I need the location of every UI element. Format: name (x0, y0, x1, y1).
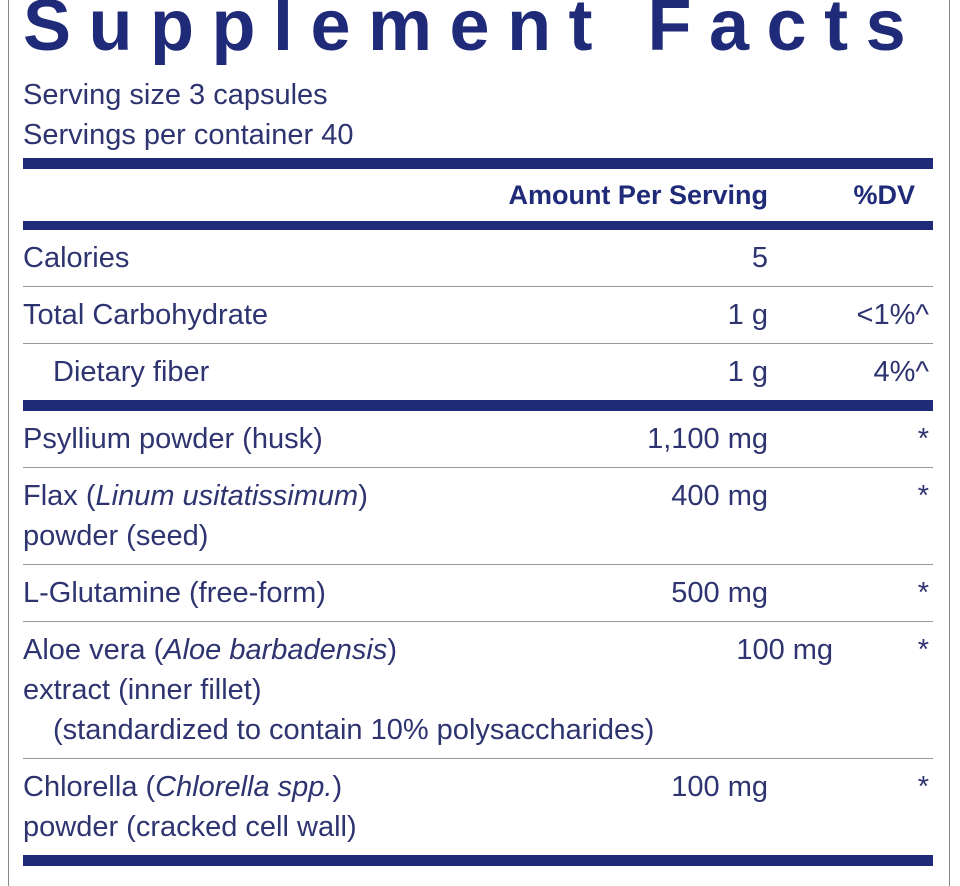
name-line: Flax (Linum usitatissimum) (23, 476, 468, 516)
row: Total Carbohydrate 1 g <1%^ (23, 286, 933, 343)
name-text: ) (387, 634, 398, 666)
name: Dietary fiber (23, 352, 468, 392)
servings-per-container: Servings per container 40 (23, 119, 354, 151)
italic-name: Chlorella spp. (155, 771, 333, 803)
ingredient-rows: Psyllium powder (husk) 1,100 mg * Flax (Lin… (23, 411, 933, 855)
row: Psyllium powder (husk) 1,100 mg * (23, 411, 933, 467)
name-line: Chlorella (Chlorella spp.) (23, 767, 468, 807)
name-text: powder (seed) (23, 520, 209, 552)
row: Flax (Linum usitatissimum) powder (seed) 4… (23, 467, 933, 564)
name: Calories (23, 238, 468, 278)
italic-name: Aloe barbadensis (163, 634, 388, 666)
label-inner: Supplement Facts Serving size 3 capsules… (23, 0, 933, 866)
daily-value: 4%^ (873, 356, 929, 388)
amount-header: Amount Per Serving (508, 179, 768, 210)
daily-value: * (917, 634, 929, 666)
amount: 500 mg (671, 577, 768, 609)
row: Calories 5 (23, 230, 933, 286)
name-text: Aloe vera ( (23, 634, 164, 666)
amount: 100 mg (736, 634, 834, 666)
name-text: Chlorella ( (23, 771, 156, 803)
name-text: Dietary fiber (53, 356, 210, 388)
nutrient-rows: Calories 5 Total Carbohydrate 1 g <1%^ Dietar… (23, 230, 933, 400)
name-text: extract (inner fillet) (23, 674, 262, 706)
supplement-label: Supplement Facts Serving size 3 capsules… (8, 0, 950, 886)
name: Flax (Linum usitatissimum) powder (seed) (23, 476, 468, 556)
row: Dietary fiber 1 g 4%^ (23, 343, 933, 400)
name: Chlorella (Chlorella spp.) powder (cracke… (23, 767, 468, 847)
amount: 400 mg (671, 480, 768, 512)
name: Psyllium powder (husk) (23, 419, 468, 459)
name-line: L-Glutamine (free-form) (23, 573, 468, 613)
row: L-Glutamine (free-form) 500 mg * (23, 564, 933, 621)
daily-value (768, 238, 933, 278)
name-line: Dietary fiber (23, 352, 468, 392)
divider-bar (23, 400, 933, 411)
column-header: Amount Per Serving %DV (23, 169, 933, 221)
name-line: Total Carbohydrate (23, 295, 468, 335)
name-line: powder (cracked cell wall) (23, 807, 468, 847)
divider-bar (23, 855, 933, 866)
name-line: Aloe vera (Aloe barbadensis) (23, 630, 654, 670)
daily-value: * (917, 423, 929, 455)
divider-bar (23, 221, 933, 230)
amount: 1,100 mg (647, 423, 768, 455)
row: Chlorella (Chlorella spp.) powder (cracke… (23, 758, 933, 855)
name-line: Calories (23, 238, 468, 278)
amount: 1 g (727, 299, 768, 331)
italic-name: Linum usitatissimum (95, 480, 359, 512)
divider-bar (23, 158, 933, 169)
name-text: powder (cracked cell wall) (23, 811, 357, 843)
name-line: Psyllium powder (husk) (23, 419, 468, 459)
daily-value: * (917, 771, 929, 803)
name-line: (standardized to contain 10% polysacchar… (23, 710, 654, 750)
serving-size: Serving size 3 capsules (23, 79, 328, 111)
name-text: L-Glutamine (free-form) (23, 577, 326, 609)
name-line: powder (seed) (23, 516, 468, 556)
name-line: extract (inner fillet) (23, 670, 654, 710)
name-text: ) (358, 480, 368, 512)
amount: 1 g (727, 356, 768, 388)
name: Aloe vera (Aloe barbadensis) extract (inn… (23, 630, 654, 750)
name-text: Calories (23, 242, 130, 274)
name-text: ) (332, 771, 343, 803)
amount: 100 mg (671, 771, 768, 803)
name: Total Carbohydrate (23, 295, 468, 335)
name-text: (standardized to contain 10% polysacchar… (53, 714, 655, 746)
name-text: Flax ( (23, 480, 96, 512)
title: Supplement Facts (23, 0, 924, 66)
amount: 5 (751, 242, 768, 274)
name-text: Psyllium powder (husk) (23, 423, 323, 455)
dv-header: %DV (853, 179, 915, 210)
name-text: Total Carbohydrate (23, 299, 269, 331)
daily-value: * (917, 480, 929, 512)
daily-value: <1%^ (856, 299, 929, 331)
name: L-Glutamine (free-form) (23, 573, 468, 613)
daily-value: * (917, 577, 929, 609)
row: Aloe vera (Aloe barbadensis) extract (inn… (23, 621, 933, 758)
